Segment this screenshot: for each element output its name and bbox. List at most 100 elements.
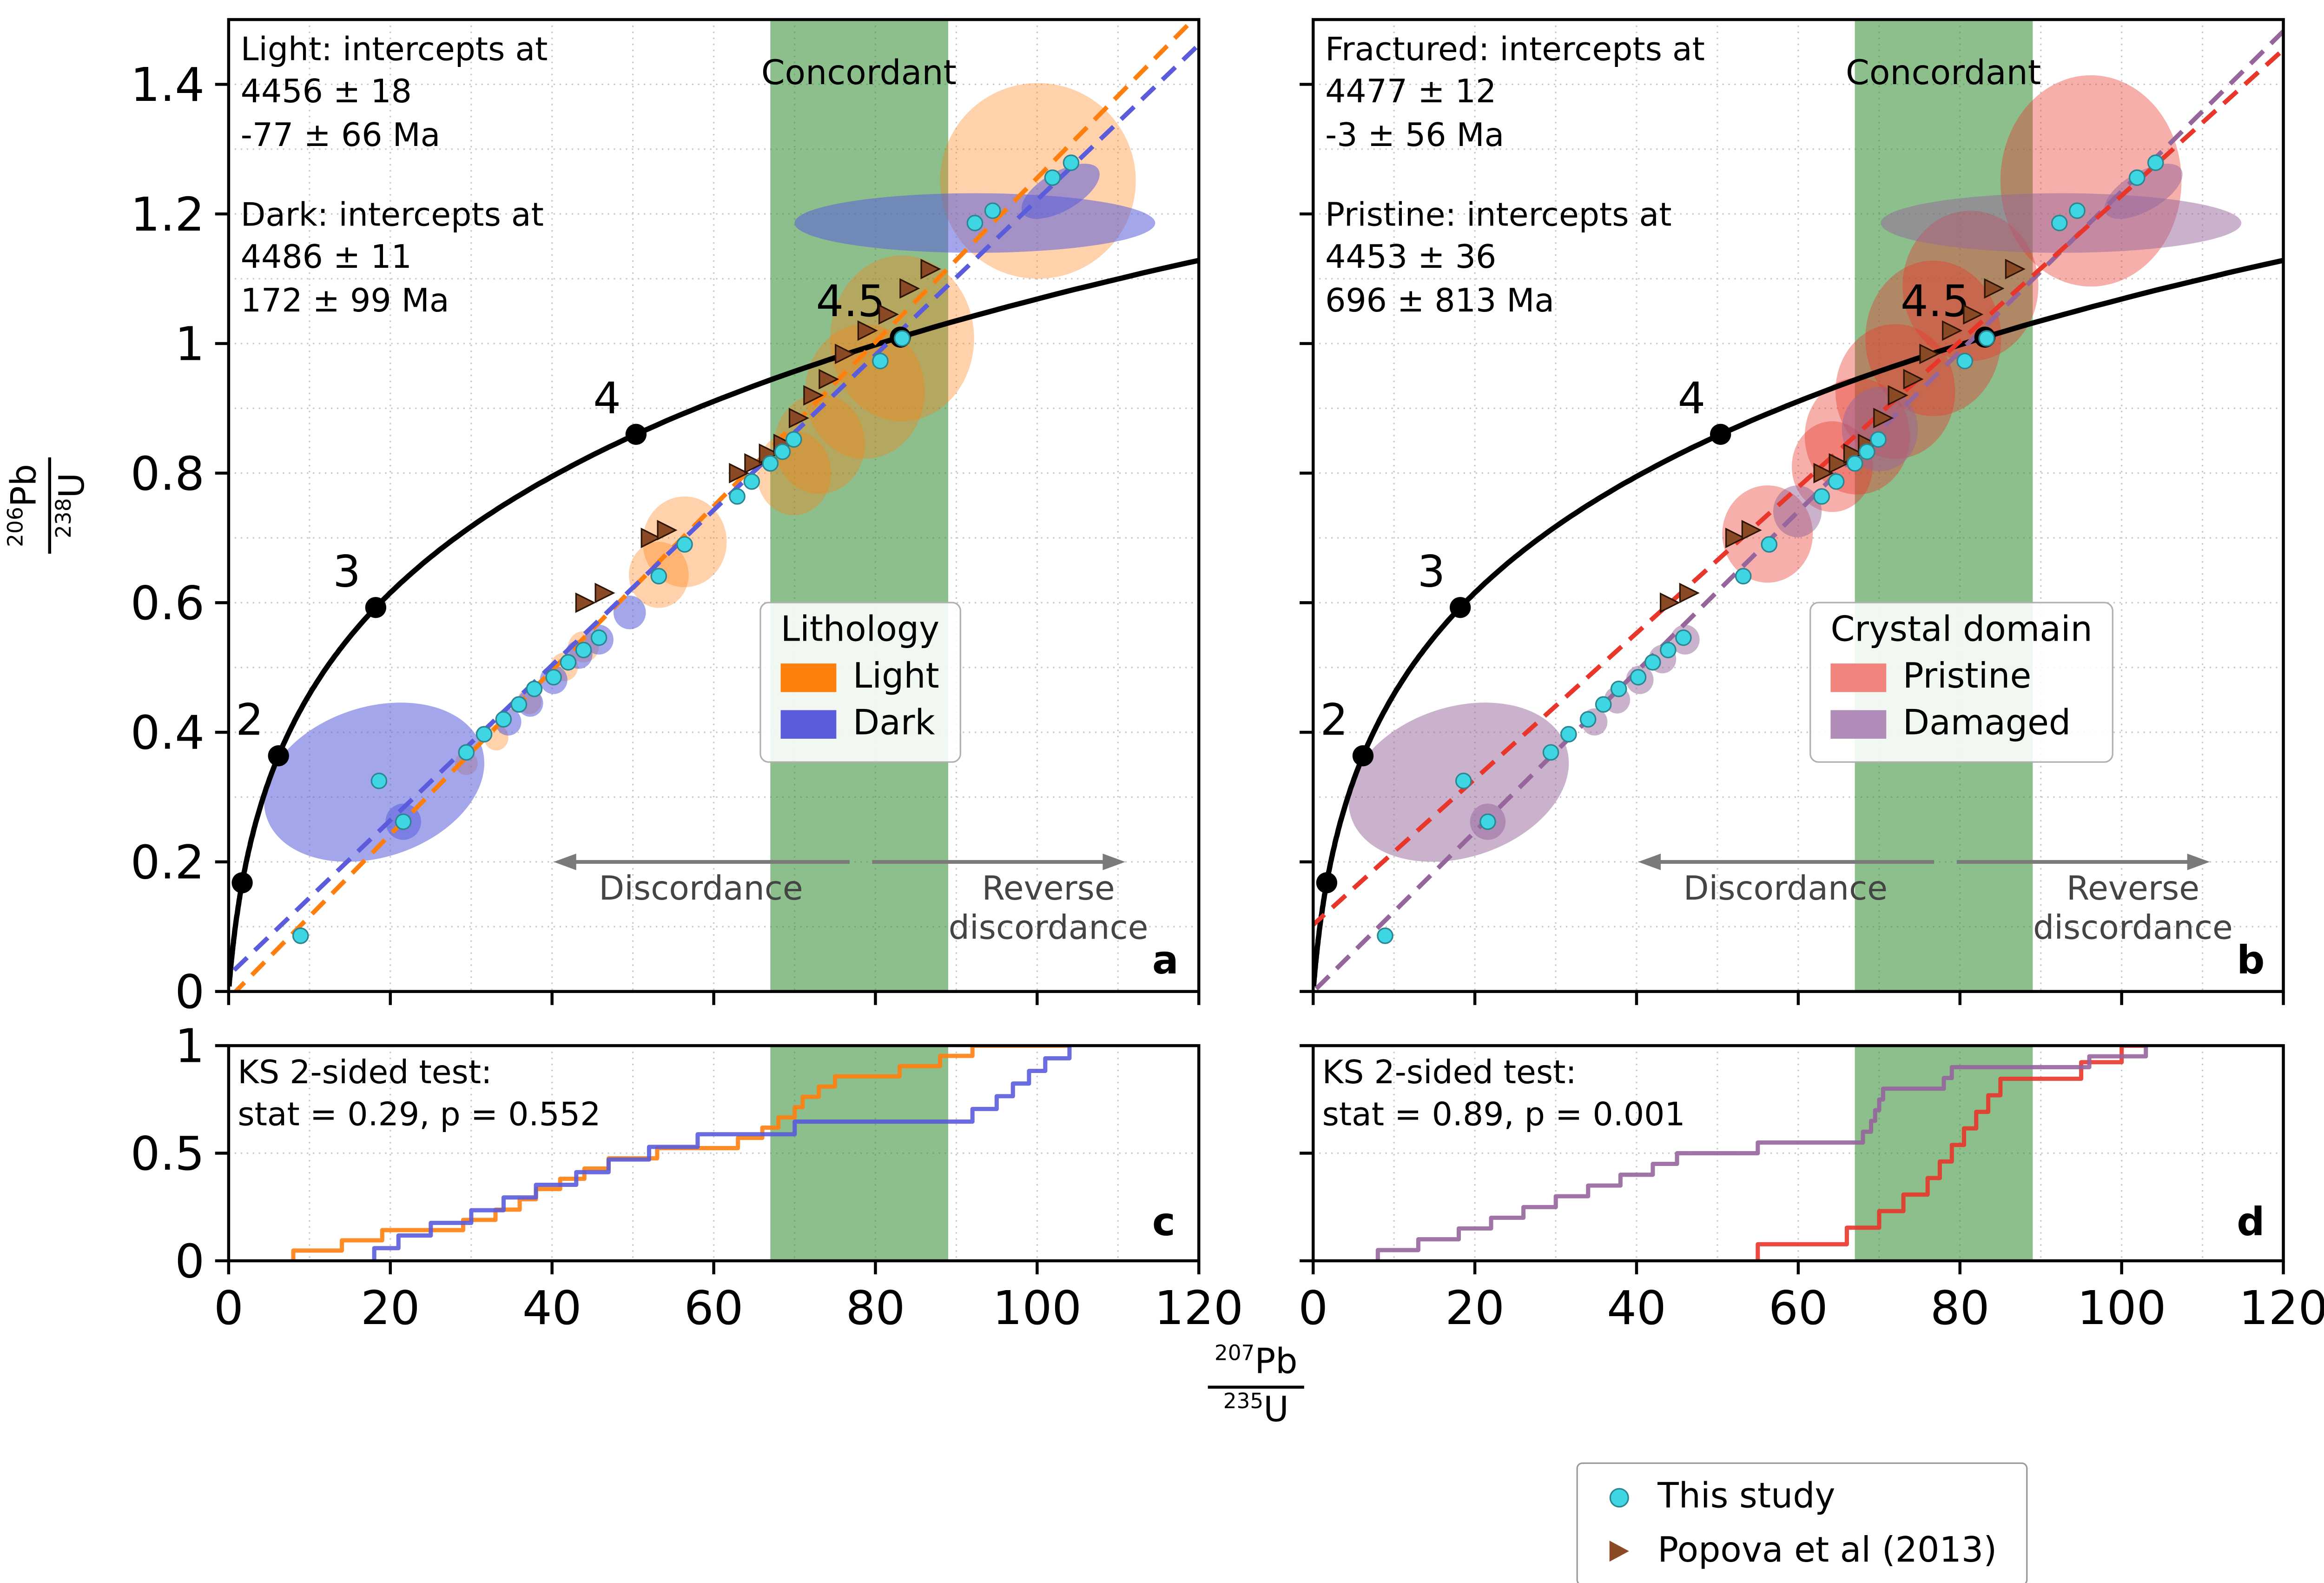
annotation-line: Pristine: intercepts at bbox=[1325, 197, 1672, 235]
legend-label: Dark bbox=[852, 704, 935, 743]
svg-text:1: 1 bbox=[175, 317, 205, 371]
y-axis-fraction: 206Pb 238U bbox=[5, 457, 93, 554]
dark-swatch-icon bbox=[780, 709, 837, 738]
reverse-line: discordance bbox=[948, 910, 1149, 948]
marker-icon-cell bbox=[1605, 1540, 1632, 1562]
annotation-line: 4453 ± 36 bbox=[1325, 239, 1497, 278]
svg-text:3: 3 bbox=[1418, 546, 1446, 597]
ks-test-annotation-d: KS 2-sided test: stat = 0.89, p = 0.001 bbox=[1322, 1053, 1685, 1137]
svg-text:0.4: 0.4 bbox=[131, 706, 205, 760]
svg-text:80: 80 bbox=[1930, 1281, 1990, 1335]
svg-text:0: 0 bbox=[214, 1281, 244, 1335]
annotation-line: 4456 ± 18 bbox=[240, 74, 412, 112]
svg-text:1.4: 1.4 bbox=[131, 58, 205, 112]
x-numerator: 207Pb bbox=[1214, 1342, 1298, 1383]
svg-text:0.5: 0.5 bbox=[131, 1126, 205, 1181]
svg-text:80: 80 bbox=[846, 1281, 905, 1335]
isotope-base: U bbox=[53, 472, 92, 498]
legend-row-damaged: Damaged bbox=[1830, 704, 2092, 743]
svg-text:1: 1 bbox=[175, 1019, 205, 1073]
svg-text:4.5: 4.5 bbox=[816, 276, 885, 327]
concordant-band-label-a: Concordant bbox=[761, 54, 957, 93]
isotope-sup: 238 bbox=[52, 498, 76, 538]
svg-text:20: 20 bbox=[361, 1281, 420, 1335]
fraction-bar bbox=[48, 457, 52, 554]
ks-line: stat = 0.89, p = 0.001 bbox=[1322, 1096, 1685, 1134]
x-denominator: 235U bbox=[1223, 1389, 1289, 1431]
legend-title: Lithology bbox=[780, 610, 940, 650]
svg-text:2: 2 bbox=[1320, 695, 1348, 745]
svg-text:120: 120 bbox=[1155, 1281, 1243, 1335]
popova-label: Popova et al (2013) bbox=[1657, 1531, 1997, 1571]
legend-label: Damaged bbox=[1902, 704, 2071, 743]
panel-letter-b: b bbox=[2237, 939, 2265, 984]
this-study-marker-icon bbox=[1609, 1487, 1629, 1507]
marker-icon-cell bbox=[1605, 1487, 1632, 1507]
panel-letter-a: a bbox=[1152, 939, 1179, 984]
y-axis-label: 206Pb 238U bbox=[5, 457, 93, 554]
panel-letter-c: c bbox=[1152, 1200, 1175, 1246]
svg-text:0: 0 bbox=[175, 1234, 205, 1289]
annotation-line: Light: intercepts at bbox=[240, 31, 548, 69]
isotope-base: Pb bbox=[1254, 1343, 1298, 1382]
svg-text:4: 4 bbox=[1678, 373, 1706, 424]
ks-test-annotation-c: KS 2-sided test: stat = 0.29, p = 0.552 bbox=[238, 1053, 601, 1137]
discordance-label-a: Discordance bbox=[599, 871, 803, 909]
svg-text:60: 60 bbox=[1769, 1281, 1828, 1335]
legend-row-light: Light bbox=[780, 657, 940, 697]
x-axis-fraction: 207Pb 235U bbox=[1208, 1342, 1304, 1431]
reverse-line: discordance bbox=[2033, 910, 2233, 948]
annotation-line: Fractured: intercepts at bbox=[1325, 31, 1705, 69]
svg-text:2: 2 bbox=[236, 695, 264, 745]
discordance-label-b: Discordance bbox=[1683, 871, 1888, 909]
marker-legend-row-this-study: This study bbox=[1578, 1470, 2026, 1524]
legend-row-dark: Dark bbox=[780, 704, 940, 743]
annotation-line: 4477 ± 12 bbox=[1325, 74, 1497, 112]
svg-text:0: 0 bbox=[1298, 1281, 1328, 1335]
svg-text:4: 4 bbox=[593, 373, 621, 424]
damaged-swatch-icon bbox=[1830, 709, 1887, 738]
panel-letter-d: d bbox=[2237, 1200, 2265, 1246]
this-study-label: This study bbox=[1657, 1477, 1835, 1517]
lithology-legend: Lithology Light Dark bbox=[759, 602, 961, 763]
y-denominator: 238U bbox=[52, 472, 93, 538]
marker-legend: This study Popova et al (2013) bbox=[1576, 1462, 2028, 1583]
legend-row-pristine: Pristine bbox=[1830, 657, 2092, 696]
reverse-line: Reverse bbox=[982, 871, 1115, 909]
svg-text:0.6: 0.6 bbox=[131, 576, 205, 630]
annotation-line: Dark: intercepts at bbox=[240, 197, 544, 235]
isotope-base: Pb bbox=[5, 464, 45, 507]
ks-line: KS 2-sided test: bbox=[1322, 1054, 1577, 1093]
annotation-dark-intercepts: Dark: intercepts at 4486 ± 11 172 ± 99 M… bbox=[241, 196, 544, 324]
svg-text:20: 20 bbox=[1445, 1281, 1505, 1335]
light-swatch-icon bbox=[780, 662, 837, 692]
svg-text:0.8: 0.8 bbox=[131, 446, 205, 501]
annotation-line: 696 ± 813 Ma bbox=[1325, 282, 1555, 320]
annotation-fractured-intercepts: Fractured: intercepts at 4477 ± 12 -3 ± … bbox=[1325, 30, 1705, 158]
annotation-pristine-intercepts: Pristine: intercepts at 4453 ± 36 696 ± … bbox=[1325, 196, 1671, 324]
svg-text:0: 0 bbox=[175, 965, 205, 1019]
ks-line: KS 2-sided test: bbox=[238, 1054, 492, 1093]
svg-text:100: 100 bbox=[993, 1281, 1082, 1335]
svg-text:100: 100 bbox=[2077, 1281, 2166, 1335]
annotation-line: 172 ± 99 Ma bbox=[240, 282, 449, 320]
x-axis-label: 207Pb 235U bbox=[1208, 1342, 1304, 1431]
annotation-line: -77 ± 66 Ma bbox=[240, 117, 441, 155]
legend-title: Crystal domain bbox=[1830, 610, 2093, 650]
annotation-light-intercepts: Light: intercepts at 4456 ± 18 -77 ± 66 … bbox=[241, 30, 548, 158]
marker-legend-row-popova: Popova et al (2013) bbox=[1578, 1524, 2026, 1578]
svg-text:40: 40 bbox=[522, 1281, 582, 1335]
reverse-discordance-label-b: Reverse discordance bbox=[2033, 871, 2233, 949]
svg-text:3: 3 bbox=[333, 546, 361, 597]
annotation-line: 4486 ± 11 bbox=[240, 239, 412, 278]
isotope-sup: 207 bbox=[1214, 1342, 1255, 1366]
svg-text:0.2: 0.2 bbox=[131, 835, 205, 890]
isotope-sup: 235 bbox=[1223, 1389, 1264, 1414]
pristine-swatch-icon bbox=[1830, 662, 1887, 692]
legend-label: Light bbox=[852, 657, 939, 697]
legend-label: Pristine bbox=[1902, 657, 2032, 697]
popova-marker-icon bbox=[1609, 1540, 1629, 1562]
